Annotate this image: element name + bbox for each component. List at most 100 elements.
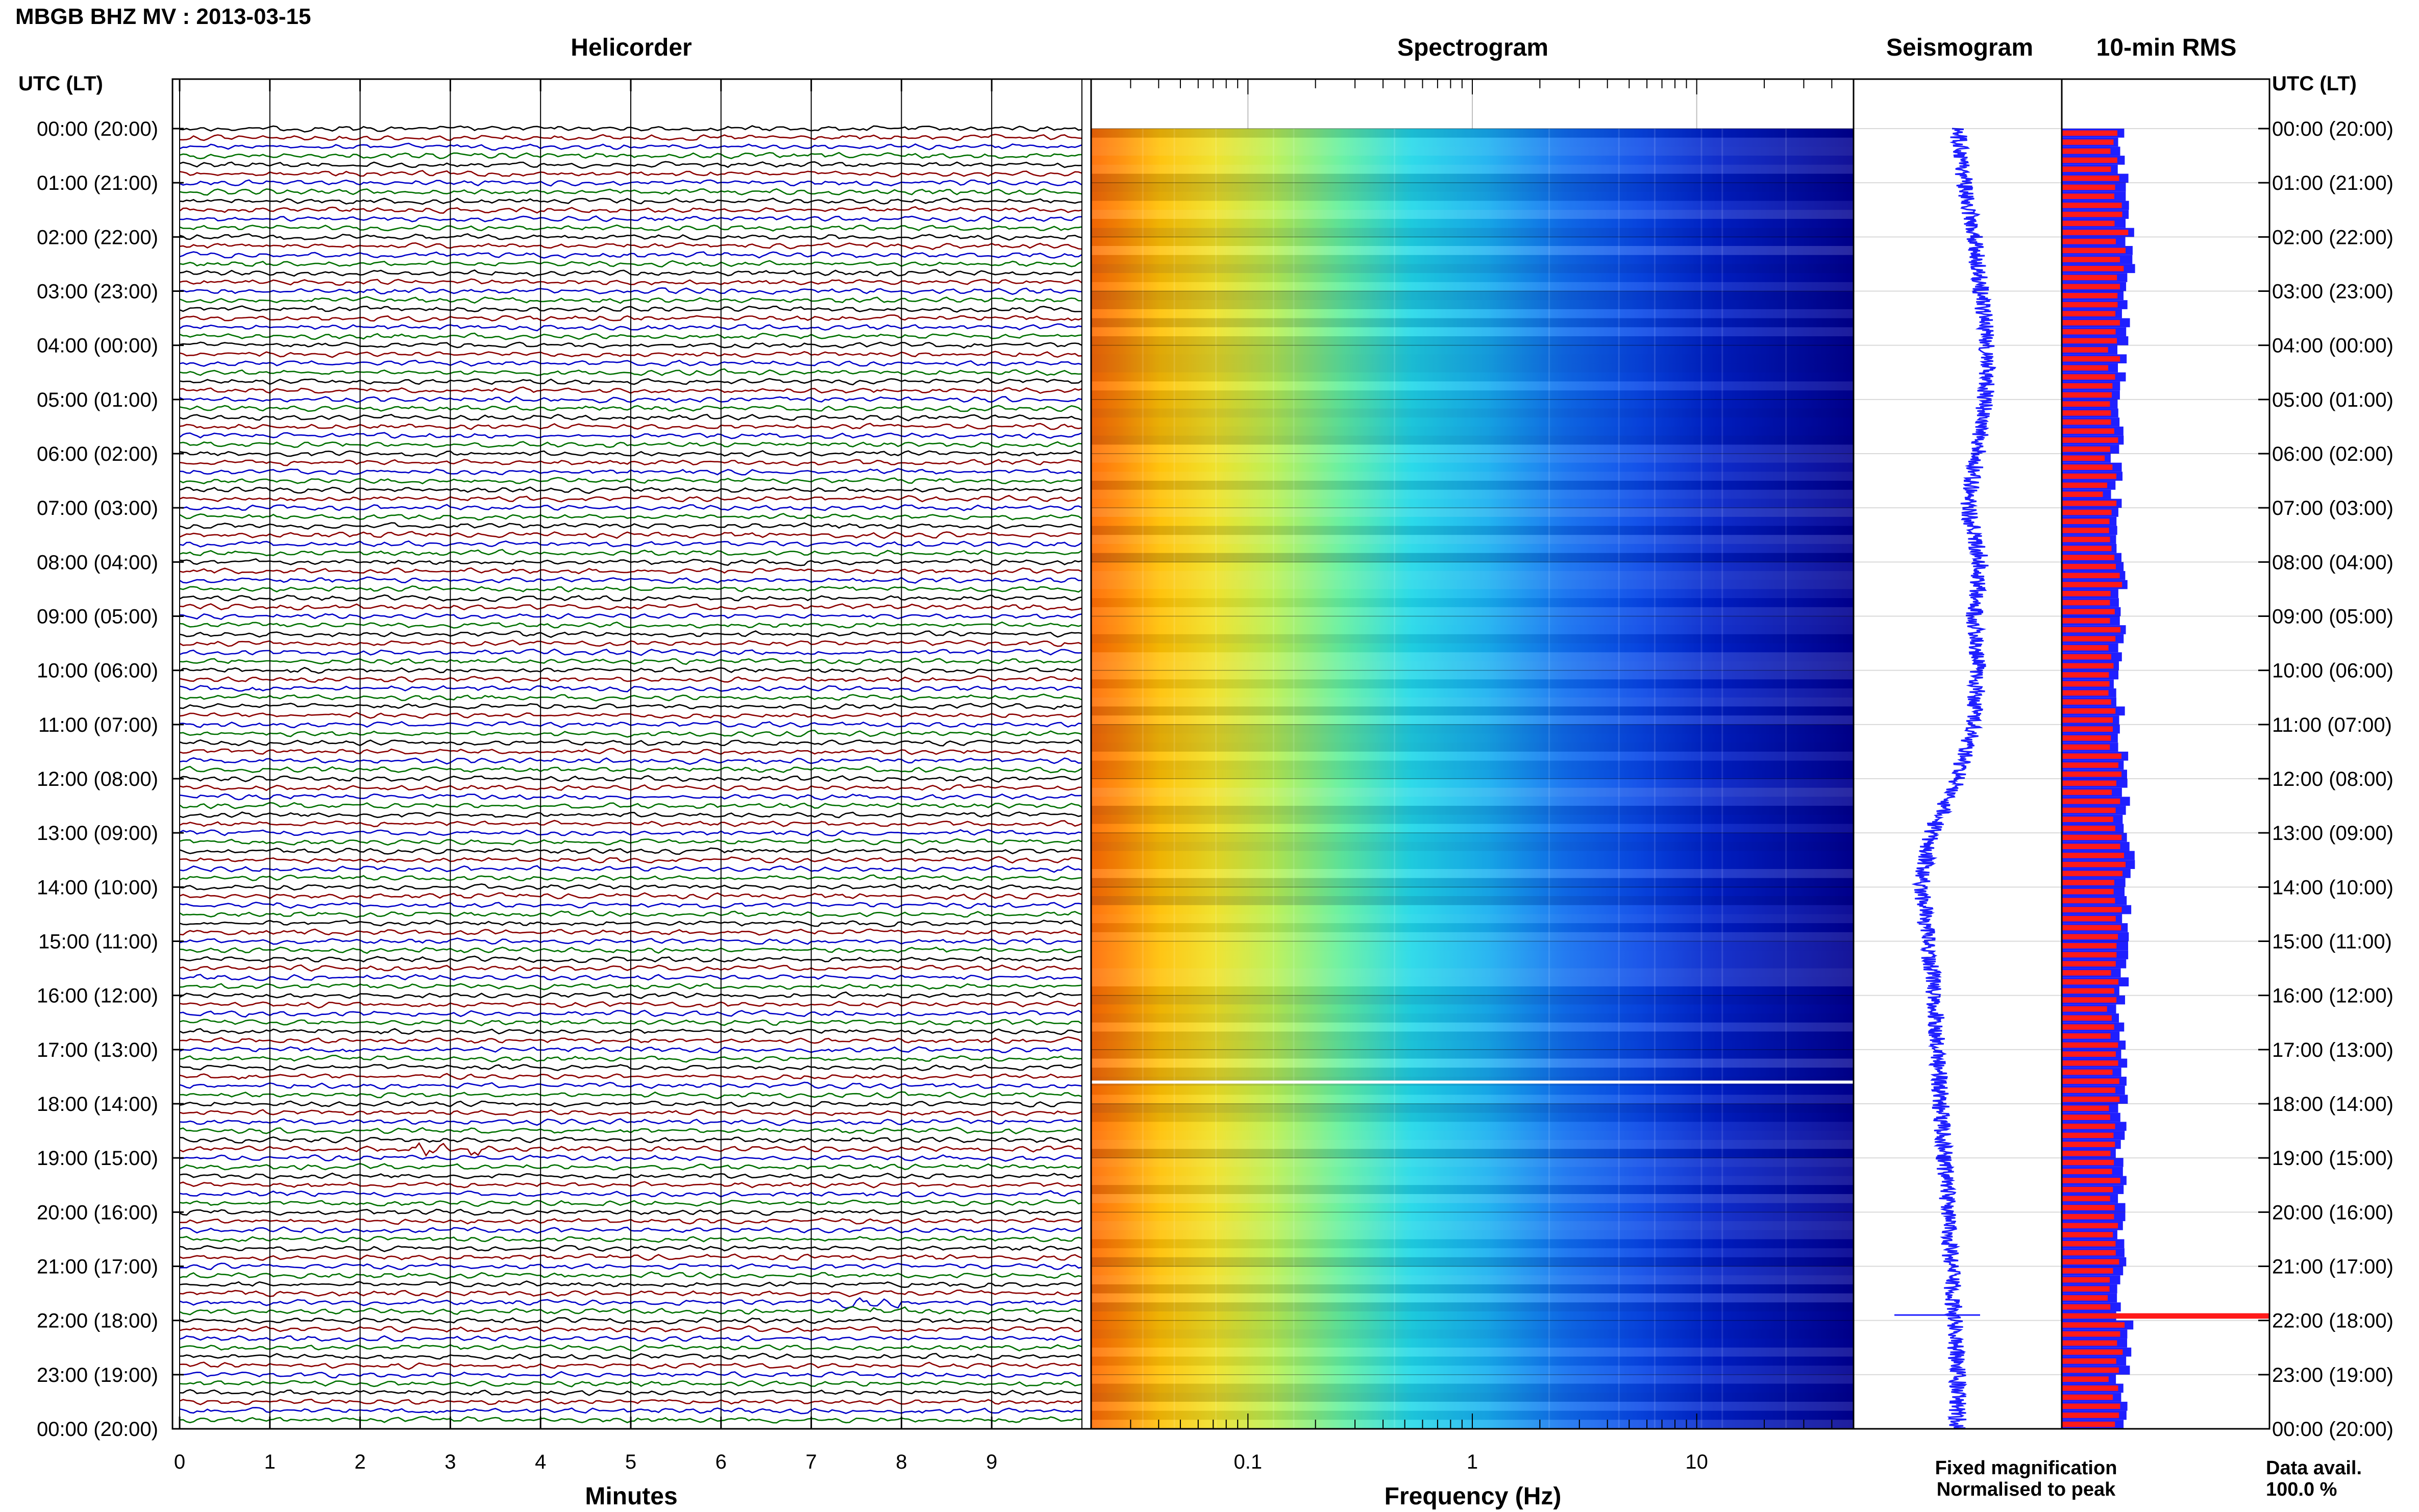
spectrogram-row [1091, 905, 1854, 914]
rms-bar-normalised [2062, 853, 2125, 858]
spectrogram-row [1091, 878, 1854, 887]
spectrogram-row [1091, 751, 1854, 761]
spectrogram-row [1091, 1040, 1854, 1050]
spectrogram-row [1091, 1194, 1854, 1203]
rms-bar-normalised [2062, 428, 2114, 434]
spectrogram-xlabel: Frequency (Hz) [1384, 1483, 1562, 1510]
rms-bar-normalised [2062, 275, 2117, 281]
seismogram-panel [1894, 128, 1996, 1430]
spectrogram-row [1091, 1022, 1854, 1032]
rms-bar-normalised [2062, 1042, 2118, 1048]
rms-bar-normalised [2062, 627, 2121, 633]
rms-bar-normalised [2062, 798, 2120, 804]
rms-bar-normalised [2062, 1385, 2118, 1391]
rms-bar-normalised [2062, 1250, 2116, 1256]
time-label-right: 07:00 (03:00) [2272, 497, 2393, 519]
spectrogram-row [1091, 995, 1854, 1005]
rms-bar-normalised [2062, 1241, 2116, 1247]
rms-bar-normalised [2062, 320, 2120, 326]
spectrogram-row [1091, 779, 1854, 788]
rms-bar-normalised [2062, 1015, 2112, 1021]
helicorder-tick-label: 2 [354, 1451, 365, 1473]
spectrogram-row [1091, 697, 1854, 707]
spectrogram-row [1091, 1284, 1854, 1294]
rms-bar-normalised [2062, 238, 2116, 244]
seismogram-title: Seismogram [1886, 34, 2034, 61]
rms-bar-normalised [2062, 1142, 2115, 1147]
time-label-left: 11:00 (07:00) [38, 714, 158, 736]
spectrogram-row [1091, 715, 1854, 725]
time-label-right: 02:00 (22:00) [2272, 226, 2393, 249]
helicorder-panel [179, 79, 1082, 1429]
time-label-left: 17:00 (13:00) [37, 1039, 158, 1061]
rms-title: 10-min RMS [2096, 34, 2237, 61]
rms-bar-normalised [2062, 1349, 2123, 1355]
rms-bar-normalised [2062, 473, 2116, 479]
time-label-right: 20:00 (16:00) [2272, 1201, 2393, 1224]
rms-bar-normalised [2062, 1205, 2115, 1210]
rms-bar-normalised [2062, 536, 2110, 542]
spectrogram-row [1091, 670, 1854, 680]
spectrogram-row [1091, 679, 1854, 689]
spectrogram-row [1091, 228, 1854, 237]
helicorder-xlabel: Minutes [585, 1483, 678, 1510]
rms-bar-normalised [2062, 807, 2116, 813]
spectrogram-row [1091, 264, 1854, 274]
spectrogram-row [1091, 643, 1854, 653]
rms-bar-normalised [2062, 1132, 2114, 1138]
rms-bar-normalised [2062, 374, 2115, 380]
time-label-right: 05:00 (01:00) [2272, 389, 2393, 411]
rms-bar-normalised [2062, 1268, 2113, 1274]
spectrogram-row [1091, 833, 1854, 842]
rms-bar-normalised [2062, 789, 2112, 795]
time-label-left: 07:00 (03:00) [37, 497, 158, 519]
spectrogram-row [1091, 869, 1854, 878]
rms-bar-normalised [2062, 356, 2120, 362]
rms-bar-normalised [2062, 961, 2116, 967]
spectrogram-row [1091, 156, 1854, 165]
spectrogram-row [1091, 770, 1854, 779]
spectrogram-row [1091, 923, 1854, 932]
spectrogram-row [1091, 589, 1854, 599]
rms-bar-normalised [2062, 482, 2107, 488]
rms-bar-normalised [2062, 871, 2122, 877]
rms-bar-normalised [2062, 618, 2110, 624]
time-label-right: 15:00 (11:00) [2272, 931, 2392, 953]
time-label-right: 14:00 (10:00) [2272, 876, 2393, 899]
rms-bar-normalised [2062, 997, 2117, 1003]
rms-bar-normalised [2062, 834, 2122, 840]
spectrogram-row [1091, 1248, 1854, 1257]
spectrogram-row [1091, 426, 1854, 436]
spectrogram-row [1091, 1085, 1854, 1095]
rms-bar-normalised [2062, 663, 2114, 669]
spectrogram-row [1091, 1185, 1854, 1194]
spectrogram-row [1091, 1167, 1854, 1176]
spectrogram-data-gap [1091, 1080, 1854, 1084]
spectrogram-row [1091, 137, 1854, 147]
spectrogram-row [1091, 309, 1854, 318]
spectrogram-row [1091, 1393, 1854, 1402]
spectrogram-row [1091, 1058, 1854, 1068]
rms-bar-normalised [2062, 176, 2119, 181]
spectrogram-row [1091, 706, 1854, 716]
spectrogram-row [1091, 372, 1854, 382]
spectrogram-row [1091, 543, 1854, 553]
rms-bar-normalised [2062, 1169, 2112, 1175]
spectrogram-row [1091, 1122, 1854, 1131]
helicorder-tick-label: 0 [174, 1451, 185, 1473]
spectrogram-row [1091, 724, 1854, 734]
rms-bar-normalised [2062, 193, 2114, 200]
rms-bar-normalised [2062, 563, 2116, 569]
time-label-left: 19:00 (15:00) [37, 1147, 158, 1170]
time-label-right: 04:00 (00:00) [2272, 335, 2393, 357]
spectrogram-row [1091, 246, 1854, 255]
rms-bar-normalised [2062, 302, 2118, 308]
time-label-left: 00:00 (20:00) [37, 1418, 158, 1441]
spectrogram-row [1091, 164, 1854, 174]
time-label-right: 16:00 (12:00) [2272, 985, 2393, 1007]
time-label-left: 20:00 (16:00) [37, 1201, 158, 1224]
rms-bar-normalised [2062, 699, 2111, 705]
spectrogram-row [1091, 1257, 1854, 1267]
spectrogram-row [1091, 1104, 1854, 1113]
rms-bar-normalised [2062, 861, 2126, 867]
